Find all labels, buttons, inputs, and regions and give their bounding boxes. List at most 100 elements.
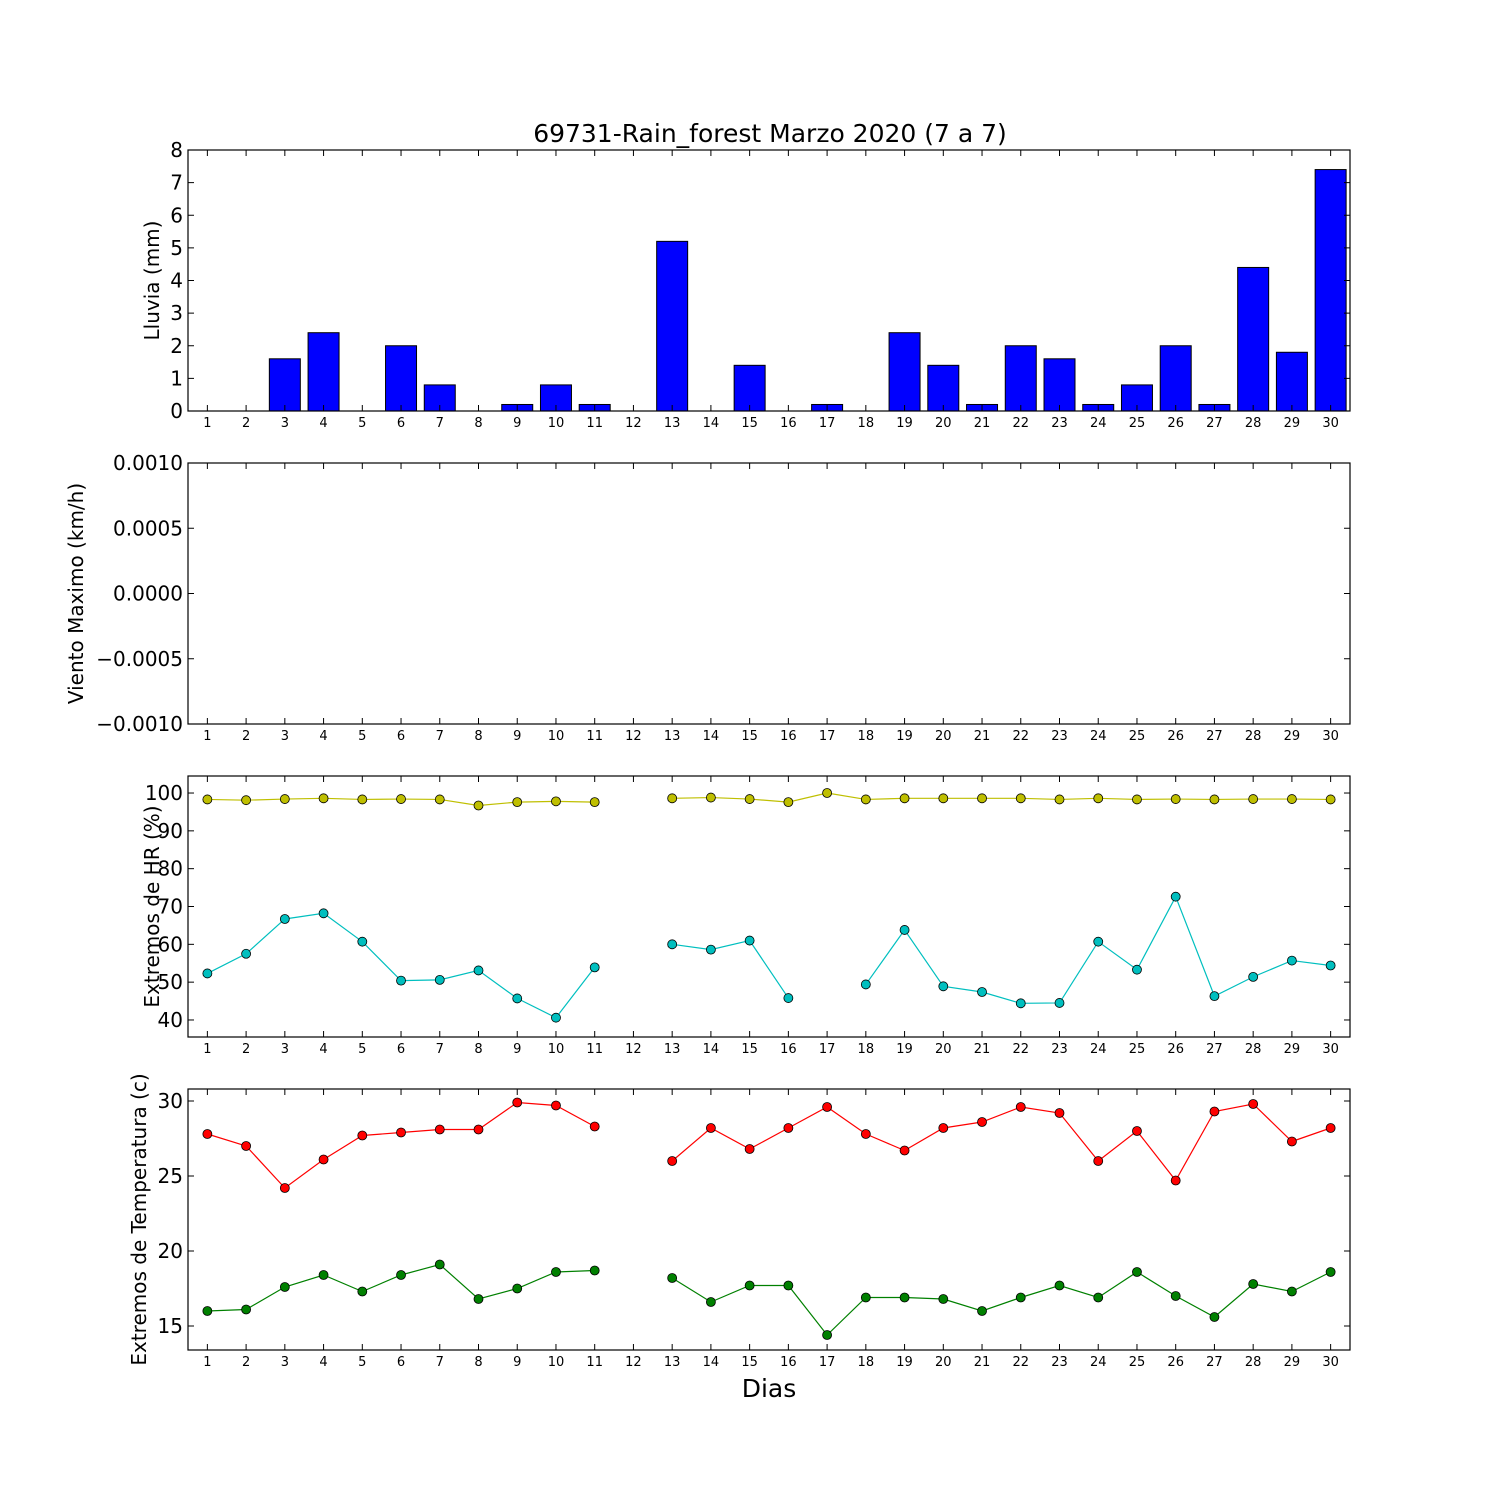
panel-2: 1 2 3 4 5 6 7 8 9 10 11 12 13 14 15 16 17 18 19 20 21 22 23 24 2… — [64, 451, 1351, 744]
bar-day-28 — [1237, 266, 1270, 412]
data-point-day-15 — [744, 935, 755, 946]
series-line-segment — [671, 1103, 1331, 1182]
data-point-day-30 — [1325, 1123, 1336, 1133]
bar-day-4 — [307, 332, 340, 412]
x-tick-label: 21 — [974, 1355, 991, 1370]
x-tick-label: 8 — [474, 729, 482, 744]
chart-title: 69731-Rain_forest Marzo 2020 (7 a 7) — [533, 119, 1007, 148]
data-point-day-1 — [202, 1306, 213, 1316]
data-point-day-16 — [783, 797, 794, 807]
data-point-day-9 — [512, 993, 523, 1004]
x-tick-label: 28 — [1245, 416, 1262, 431]
x-tick-label: 10 — [548, 729, 565, 744]
x-tick-label: 9 — [513, 1355, 521, 1370]
x-tick-label: 11 — [586, 729, 603, 744]
data-point-day-15 — [744, 1280, 755, 1291]
x-tick-label: 11 — [586, 1042, 603, 1057]
x-tick-label: 8 — [474, 1355, 482, 1370]
x-tick-label: 23 — [1051, 729, 1068, 744]
x-tick-label: 25 — [1129, 1355, 1146, 1370]
y-tick-label: 25 — [158, 1164, 183, 1188]
data-point-day-22 — [1015, 793, 1026, 804]
x-tick-label: 8 — [474, 1042, 482, 1057]
data-point-day-3 — [279, 794, 290, 804]
data-point-day-26 — [1170, 1291, 1181, 1301]
x-tick-label: 7 — [436, 1355, 444, 1370]
data-point-day-4 — [318, 1270, 329, 1280]
y-tick-label: 8 — [170, 138, 183, 162]
y-axis-label: Lluvia (mm) — [140, 221, 164, 341]
bar-day-29 — [1275, 351, 1308, 412]
x-tick-label: 23 — [1051, 1355, 1068, 1370]
x-tick-label: 6 — [397, 416, 405, 431]
data-point-day-25 — [1132, 794, 1142, 805]
bar-day-20 — [927, 364, 960, 412]
data-point-day-30 — [1325, 960, 1336, 971]
plot-frame — [187, 462, 1351, 725]
x-tick-label: 19 — [896, 729, 913, 744]
data-point-day-28 — [1248, 1099, 1259, 1109]
bar-day-26 — [1159, 345, 1192, 412]
data-point-day-5 — [357, 936, 368, 947]
x-tick-label: 15 — [741, 1042, 758, 1057]
x-tick-label: 3 — [281, 1042, 289, 1057]
data-point-day-17 — [822, 1102, 832, 1112]
bar-day-13 — [656, 240, 689, 412]
x-tick-label: 26 — [1167, 729, 1184, 744]
data-point-day-26 — [1170, 1175, 1181, 1186]
x-tick-label: 20 — [935, 729, 952, 744]
data-point-day-11 — [589, 1121, 600, 1132]
x-tick-label: 18 — [858, 416, 875, 431]
x-tick-label: 14 — [703, 1355, 720, 1370]
data-point-day-6 — [396, 1127, 406, 1138]
x-tick-label: 15 — [741, 416, 758, 431]
data-point-day-7 — [434, 794, 445, 805]
x-tick-label: 5 — [358, 1042, 366, 1057]
x-tick-label: 25 — [1129, 729, 1146, 744]
data-point-day-7 — [434, 1124, 445, 1135]
data-point-day-4 — [318, 908, 329, 919]
x-tick-label: 15 — [741, 1355, 758, 1370]
data-point-day-21 — [977, 987, 987, 997]
bar-day-22 — [1004, 345, 1037, 412]
data-point-day-1 — [202, 794, 213, 805]
x-tick-label: 11 — [586, 416, 603, 431]
y-tick-label: 15 — [158, 1314, 183, 1338]
x-tick-label: 13 — [664, 1042, 681, 1057]
x-tick-label: 26 — [1167, 416, 1184, 431]
x-tick-label: 9 — [513, 729, 521, 744]
data-point-day-8 — [473, 965, 484, 976]
data-point-day-7 — [434, 974, 445, 985]
data-point-day-19 — [899, 793, 910, 804]
data-point-day-19 — [899, 925, 910, 935]
x-tick-label: 23 — [1051, 1042, 1068, 1057]
series-2 — [202, 891, 1336, 1023]
data-point-day-24 — [1093, 1156, 1104, 1166]
x-tick-label: 20 — [935, 1355, 952, 1370]
panel-1: 1 2 3 4 5 6 7 8 9 10 11 12 13 14 15 16 17 18 19 20 21 22 23 24 2… — [140, 138, 1351, 431]
series-line-segment — [672, 792, 1331, 803]
data-point-day-25 — [1132, 1126, 1142, 1136]
series-2 — [202, 1259, 1336, 1340]
data-point-day-29 — [1287, 794, 1297, 804]
x-tick-label: 11 — [586, 1355, 603, 1370]
y-axis-label: Extremos de Temperatura (c) — [127, 1073, 151, 1365]
x-tick-label: 13 — [664, 1355, 681, 1370]
x-tick-label: 30 — [1322, 416, 1339, 431]
data-point-day-15 — [744, 1144, 755, 1154]
data-point-day-21 — [977, 1306, 987, 1316]
x-tick-label: 22 — [1012, 1042, 1029, 1057]
data-point-day-16 — [783, 993, 794, 1003]
x-tick-label: 14 — [703, 1042, 720, 1057]
y-tick-label: −0.0005 — [96, 647, 183, 671]
x-tick-label: 17 — [819, 1355, 836, 1370]
y-tick-label: 6 — [170, 203, 183, 227]
x-tick-label: 19 — [896, 416, 913, 431]
data-point-day-8 — [473, 1124, 484, 1135]
data-point-day-9 — [512, 1283, 523, 1294]
data-point-day-5 — [357, 1286, 368, 1297]
data-point-day-13 — [667, 939, 678, 950]
data-point-day-24 — [1093, 1292, 1104, 1303]
x-tick-label: 6 — [397, 1042, 405, 1057]
